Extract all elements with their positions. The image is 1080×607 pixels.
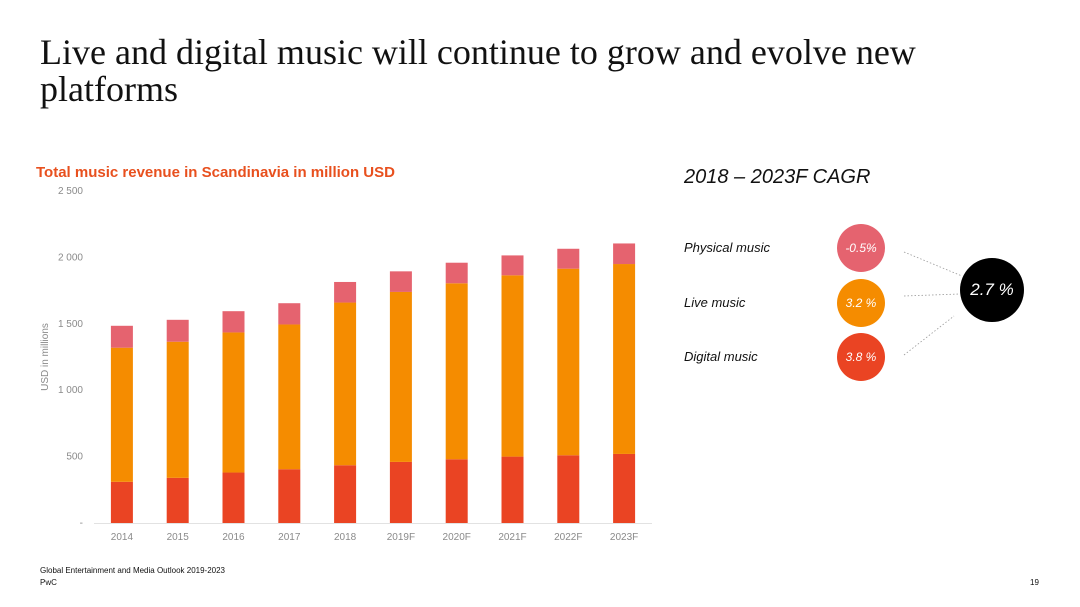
bar-segment [445,262,468,284]
x-tick-label: 2019F [387,532,415,543]
bar-segment [334,302,357,466]
x-tick-label: 2023F [610,532,638,543]
bar-segment [166,319,189,342]
x-tick-label: 2021F [498,532,526,543]
x-tick-label: 2020F [443,532,471,543]
cagr-total-bubble: 2.7 % [960,258,1024,322]
x-tick-label: 2018 [334,532,357,543]
cagr-label-digital: Digital music [684,349,758,364]
connector-physical [903,251,963,277]
bar-segment [501,255,524,276]
bar-segment [222,311,245,333]
bar-segment [278,303,301,325]
x-tick-label: 2022F [554,532,582,543]
brand-label: PwC [40,578,57,587]
y-tick-label: 1 500 [58,319,83,330]
bar-segment [166,341,189,478]
y-tick-label: 500 [66,452,83,463]
cagr-title: 2018 – 2023F CAGR [684,166,871,188]
source-note: Global Entertainment and Media Outlook 2… [40,566,226,575]
bar-segment [110,481,133,523]
bar-segment [110,347,133,482]
bar-segment [501,456,524,523]
bar-segment [557,455,580,523]
bar-segment [110,325,133,348]
bar-segment [613,243,636,265]
bar-segment [334,465,357,523]
cagr-label-live: Live music [684,295,746,310]
bar-segment [389,271,412,292]
y-tick-label: 2 000 [58,252,83,263]
slide-title: Live and digital music will continue to … [40,32,916,109]
connector-digital [903,315,955,356]
bar-segment [613,264,636,454]
x-tick-label: 2017 [278,532,301,543]
x-tick-label: 2015 [167,532,190,543]
y-axis-label: USD in millions [40,323,51,391]
cagr-bubble-live: 3.2 % [837,279,885,327]
cagr-label-physical: Physical music [684,240,770,255]
cagr-bubble-physical: -0.5% [837,224,885,272]
bar-segment [389,461,412,523]
y-tick-label: 1 000 [58,385,83,396]
page-number: 19 [1030,578,1039,587]
stacked-bar-chart: - 500 1 000 1 500 2 000 2 500 USD in millions 2… [40,186,652,543]
bar-segment [501,275,524,457]
cagr-bubble-digital: 3.8 % [837,333,885,381]
bar-segment [166,477,189,523]
x-tick-label: 2016 [222,532,245,543]
bar-segment [222,332,245,473]
bar-segment [278,324,301,470]
x-tick-label: 2014 [111,532,134,543]
bar-segment [445,459,468,523]
connector-live [903,293,961,297]
chart-title: Total music revenue in Scandinavia in mi… [36,164,395,181]
bar-segment [557,268,580,456]
bar-segment [278,469,301,523]
bar-segment [445,283,468,460]
bar-segment [222,472,245,523]
y-tick-label: - [80,518,83,529]
bar-segment [389,291,412,462]
bar-segment [557,248,580,269]
bar-segment [334,281,357,303]
bar-segment [613,453,636,523]
y-tick-label: 2 500 [58,186,83,197]
